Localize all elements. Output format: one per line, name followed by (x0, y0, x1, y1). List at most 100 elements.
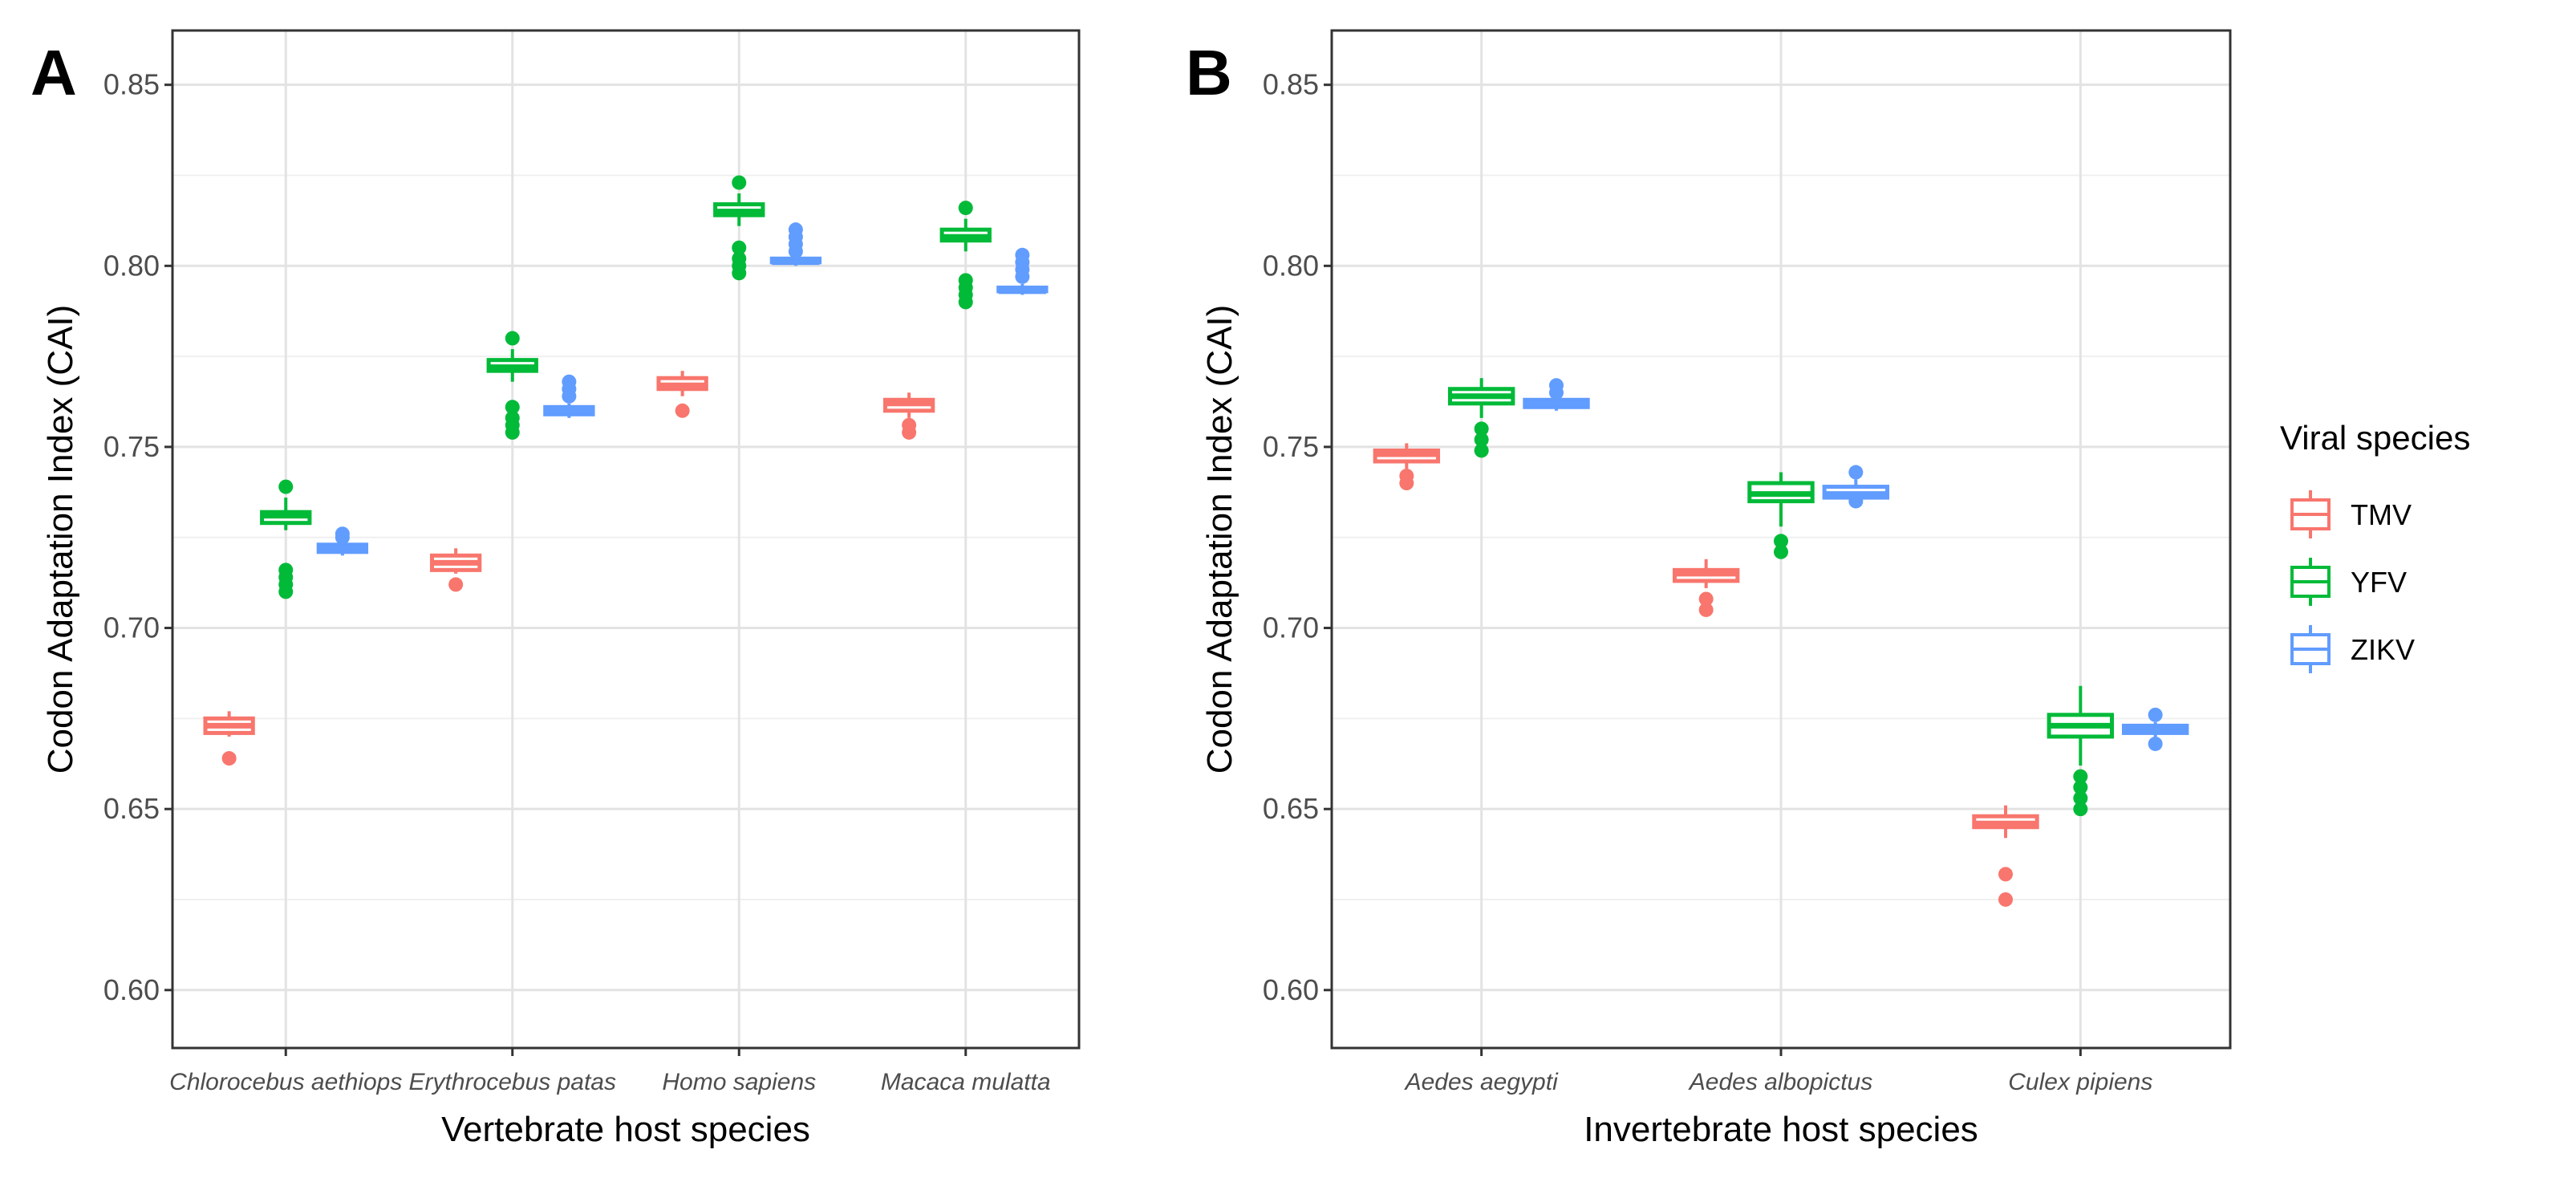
outlier-point (675, 403, 690, 418)
legend-key-tmv: TMV (2290, 490, 2412, 538)
panel-a-y-ticks: 0.60 0.65 0.70 0.75 0.80 0.85 (103, 68, 172, 1006)
outlier-point (1474, 432, 1489, 447)
outlier-point (505, 331, 520, 346)
panel-a-box-tmv (203, 711, 255, 766)
panel-b-y-tick-label: 0.80 (1263, 249, 1319, 282)
panel-b-box-zikv (1523, 378, 1590, 411)
outlier-point (2073, 790, 2088, 806)
outlier-point (448, 577, 464, 592)
panel-a-plot-border (171, 29, 1081, 1050)
outlier-point (2073, 769, 2088, 784)
outlier-point (278, 479, 294, 494)
outlier-point (562, 388, 577, 404)
panel-b-box-tmv (1373, 443, 1441, 491)
legend-title: Viral species (2280, 419, 2470, 457)
panel-b-x-tick-label: Aedes albopictus (1688, 1069, 1873, 1095)
panel-a-x-ticks: Chlorocebus aethiops Erythrocebus patas Ho… (169, 1048, 1051, 1095)
panel-b-x-tick-label: Culex pipiens (2008, 1069, 2152, 1095)
panel-b-y-tick-label: 0.75 (1263, 430, 1319, 463)
outlier-point (1474, 421, 1489, 437)
panel-a-box-zikv (316, 526, 369, 556)
panel-a-x-tick-label: Homo sapiens (662, 1069, 816, 1095)
panel-a-y-tick-label: 0.70 (103, 611, 160, 644)
panel-a-y-axis-title: Codon Adaptation Index (CAI) (41, 305, 80, 774)
legend-keys: TMV YFV ZIKV (2290, 490, 2415, 673)
panel-a-x-axis-title: Vertebrate host species (441, 1110, 810, 1149)
panel-a-box-yfv (713, 175, 765, 281)
outlier-point (278, 584, 294, 599)
panel-a-y-tick-label: 0.85 (103, 68, 160, 101)
panel-a-y-tick-label: 0.60 (103, 973, 160, 1006)
outlier-point (1998, 892, 2013, 907)
panel-b-box-yfv (2047, 685, 2115, 817)
outlier-point (1848, 465, 1864, 480)
outlier-point (1698, 591, 1714, 607)
outlier-point (221, 751, 237, 766)
legend: Viral species TMV YFV ZIKV (2280, 419, 2470, 673)
panel-a-box-zikv (996, 247, 1049, 295)
outlier-point (1998, 867, 2013, 882)
panel-b-box-zikv (1822, 465, 1890, 509)
legend-label: ZIKV (2351, 633, 2415, 666)
panel-b-letter: B (1186, 37, 1232, 108)
panel-b-box-yfv (1447, 378, 1515, 458)
panel-b: B 0.60 0.65 0.70 0.75 0.80 0.85 Aedes aegypti… (1186, 29, 2232, 1149)
panel-a-gridlines (172, 30, 1079, 1048)
panel-b-y-tick-label: 0.85 (1263, 68, 1319, 101)
panel-a-x-tick-label: Chlorocebus aethiops (169, 1069, 402, 1095)
outlier-point (1015, 269, 1030, 284)
panel-a-x-tick-label: Erythrocebus patas (409, 1069, 616, 1095)
legend-label: TMV (2351, 498, 2412, 531)
legend-key-yfv: YFV (2290, 558, 2407, 606)
panel-b-boxes (1373, 378, 2189, 907)
panel-b-y-tick-label: 0.60 (1263, 973, 1319, 1006)
panel-b-y-ticks: 0.60 0.65 0.70 0.75 0.80 0.85 (1263, 68, 1332, 1006)
panel-a: A 0.60 0.65 0.70 0.75 0.80 0.85 Chlorocebus a… (30, 29, 1081, 1149)
outlier-point (1474, 443, 1489, 458)
outlier-point (335, 530, 350, 545)
outlier-point (2148, 736, 2163, 751)
outlier-point (1549, 385, 1564, 400)
panel-a-plot-area (172, 30, 1079, 1048)
panel-a-box-tmv (429, 548, 482, 592)
outlier-point (1698, 602, 1714, 617)
panel-b-y-tick-label: 0.70 (1263, 611, 1319, 644)
panel-a-y-tick-label: 0.75 (103, 430, 160, 463)
panel-a-box-yfv (486, 331, 538, 440)
panel-a-letter: A (30, 37, 77, 108)
panel-a-box-tmv (882, 392, 935, 440)
panel-b-x-axis-title: Invertebrate host species (1584, 1110, 1978, 1149)
panel-b-box-tmv (1672, 559, 1740, 617)
panel-b-x-tick-label: Aedes aegypti (1404, 1069, 1559, 1095)
outlier-point (788, 244, 803, 259)
panel-b-y-tick-label: 0.65 (1263, 792, 1319, 825)
outlier-point (958, 201, 973, 216)
outlier-point (2073, 802, 2088, 817)
outlier-point (1774, 534, 1788, 549)
panel-a-box-yfv (260, 479, 312, 599)
panel-a-x-tick-label: Macaca mulatta (881, 1069, 1051, 1095)
outlier-point (1774, 544, 1788, 559)
outlier-point (732, 240, 747, 255)
legend-key-zikv: ZIKV (2290, 625, 2415, 673)
panel-b-gridlines (1332, 30, 2230, 1048)
outlier-point (2148, 707, 2163, 722)
panel-a-y-tick-label: 0.65 (103, 792, 160, 825)
outlier-point (958, 294, 973, 310)
outlier-point (732, 266, 747, 281)
outlier-point (505, 400, 520, 415)
outlier-point (1399, 469, 1414, 484)
panel-b-box-zikv (2121, 707, 2189, 751)
outlier-point (902, 417, 917, 433)
outlier-point (1848, 494, 1864, 509)
panel-a-box-yfv (939, 201, 992, 310)
panel-a-box-zikv (543, 374, 595, 418)
outlier-point (2073, 780, 2088, 795)
panel-a-y-tick-label: 0.80 (103, 249, 160, 282)
panel-a-box-zikv (769, 222, 822, 266)
outlier-point (732, 175, 747, 190)
panel-a-boxes (203, 175, 1049, 766)
panel-b-box-tmv (1972, 805, 2039, 907)
panel-b-x-ticks: Aedes aegypti Aedes albopictus Culex pipie… (1404, 1048, 2152, 1095)
